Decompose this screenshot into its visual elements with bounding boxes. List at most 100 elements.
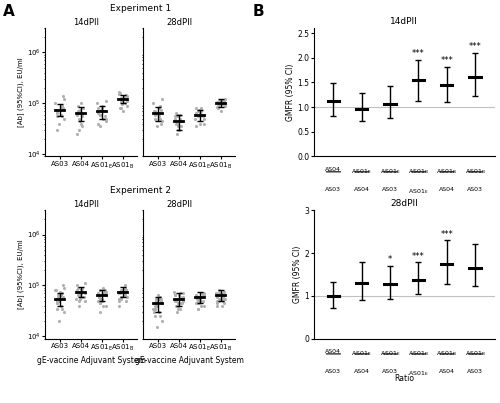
Point — [192, 115, 200, 122]
Point — [200, 115, 208, 122]
Point — [80, 105, 88, 112]
Point — [174, 292, 182, 298]
Point — [73, 289, 81, 295]
Point — [118, 101, 126, 108]
Point — [114, 88, 122, 95]
Point — [74, 111, 82, 118]
Point — [117, 293, 125, 300]
X-axis label: gE-vaccine Adjuvant System: gE-vaccine Adjuvant System — [135, 356, 244, 365]
Point — [200, 290, 207, 297]
Point — [115, 297, 123, 304]
Point — [99, 302, 107, 309]
Point — [214, 302, 222, 309]
Point — [122, 297, 130, 304]
Point — [80, 293, 88, 300]
Point — [94, 110, 102, 116]
Point — [220, 289, 228, 295]
Point — [120, 286, 128, 292]
Point — [192, 300, 200, 306]
Point — [176, 115, 184, 122]
Point — [154, 295, 162, 302]
Point — [98, 295, 106, 302]
Point — [120, 94, 128, 101]
Point — [72, 295, 80, 302]
Text: AS04: AS04 — [439, 187, 455, 192]
Text: Experiment 1: Experiment 1 — [110, 4, 171, 13]
Point — [194, 111, 202, 118]
Point — [198, 302, 205, 309]
Text: 14dPII: 14dPII — [72, 200, 99, 209]
Point — [72, 287, 80, 293]
Text: 14dPII: 14dPII — [390, 17, 418, 26]
Point — [78, 289, 86, 295]
Point — [154, 105, 162, 112]
Point — [54, 292, 62, 298]
Point — [53, 300, 61, 306]
Point — [96, 295, 104, 302]
Point — [153, 302, 161, 309]
Point — [122, 287, 130, 293]
Text: AS01$_\mathregular{E}$: AS01$_\mathregular{E}$ — [408, 369, 429, 378]
Point — [198, 113, 206, 120]
Point — [76, 118, 84, 124]
Point — [81, 280, 89, 287]
Point — [222, 295, 230, 302]
Point — [120, 289, 128, 295]
Point — [58, 305, 66, 312]
Point — [58, 113, 66, 120]
Point — [194, 295, 202, 302]
Point — [76, 286, 84, 292]
Text: A: A — [2, 4, 14, 19]
Point — [80, 290, 88, 297]
Point — [174, 127, 182, 133]
Point — [102, 302, 110, 309]
Point — [56, 292, 64, 298]
Point — [102, 98, 110, 104]
Point — [102, 287, 110, 293]
Point — [220, 289, 228, 295]
Point — [53, 127, 61, 133]
Point — [156, 293, 164, 300]
Point — [96, 111, 104, 118]
Point — [52, 106, 60, 113]
Text: AS01$_\mathregular{E}$: AS01$_\mathregular{E}$ — [352, 167, 372, 176]
Point — [75, 302, 83, 309]
Point — [196, 295, 204, 302]
Point — [101, 289, 109, 295]
Text: 28dPII: 28dPII — [166, 200, 192, 209]
Point — [95, 293, 103, 300]
Point — [96, 287, 104, 293]
Point — [118, 98, 126, 104]
Point — [53, 113, 61, 120]
Point — [118, 293, 126, 300]
Y-axis label: [Ab] (95%CI), EU/ml: [Ab] (95%CI), EU/ml — [18, 239, 24, 309]
Point — [123, 98, 131, 104]
X-axis label: gE-vaccine Adjuvant System: gE-vaccine Adjuvant System — [37, 356, 146, 365]
Point — [200, 120, 208, 127]
Point — [53, 295, 61, 302]
Point — [152, 324, 160, 330]
Point — [54, 120, 62, 127]
Point — [220, 101, 228, 108]
Point — [52, 110, 60, 116]
Point — [173, 295, 181, 302]
Text: *: * — [388, 255, 392, 264]
Point — [74, 102, 82, 109]
Text: AS03: AS03 — [382, 369, 398, 374]
Point — [52, 300, 60, 306]
Point — [150, 309, 158, 315]
Point — [60, 96, 68, 102]
Point — [215, 287, 223, 293]
Point — [151, 115, 159, 122]
Point — [178, 297, 186, 304]
Text: AS01$_\mathregular{B}$: AS01$_\mathregular{B}$ — [408, 167, 429, 176]
Point — [174, 300, 182, 306]
Point — [219, 293, 227, 300]
Point — [116, 290, 124, 297]
Point — [173, 131, 181, 137]
Point — [216, 295, 224, 302]
Point — [54, 293, 62, 300]
Text: AS01$_\mathregular{B}$: AS01$_\mathregular{B}$ — [408, 349, 429, 358]
Point — [192, 110, 200, 116]
Point — [151, 108, 159, 114]
